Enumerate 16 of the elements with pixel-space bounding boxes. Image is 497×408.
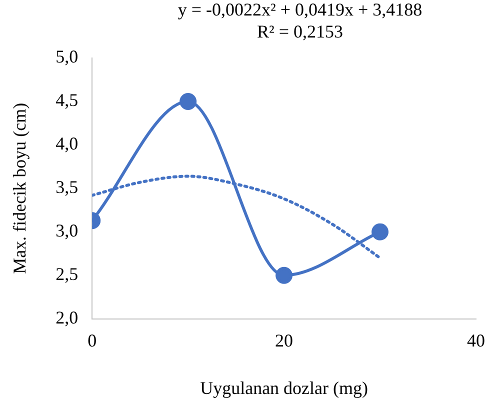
text: y = -0,0022x² + 0,0419x + 3,4188	[178, 0, 422, 20]
point	[372, 223, 389, 240]
x-axis-title: Uygulanan dozlar (mg)	[200, 378, 368, 398]
y-tick-label: 4,5	[56, 90, 78, 110]
point	[276, 266, 293, 284]
y-tick-label: 5,0	[56, 46, 78, 67]
y-tick-label: 3,0	[56, 220, 78, 241]
y-axis-title: Max. fidecik boyu (cm)	[10, 102, 30, 274]
x-tick-label: 40	[467, 330, 485, 350]
y-tick-label: 4,0	[56, 134, 78, 154]
y-tick-label: 2,0	[56, 308, 78, 328]
y-tick-label: 3,5	[56, 177, 78, 198]
text: R² = 0,2153	[256, 22, 344, 42]
x-tick-label: 0	[88, 330, 97, 350]
y-tick-label: 2,5	[56, 264, 78, 284]
x-tick-label: 20	[275, 330, 294, 350]
